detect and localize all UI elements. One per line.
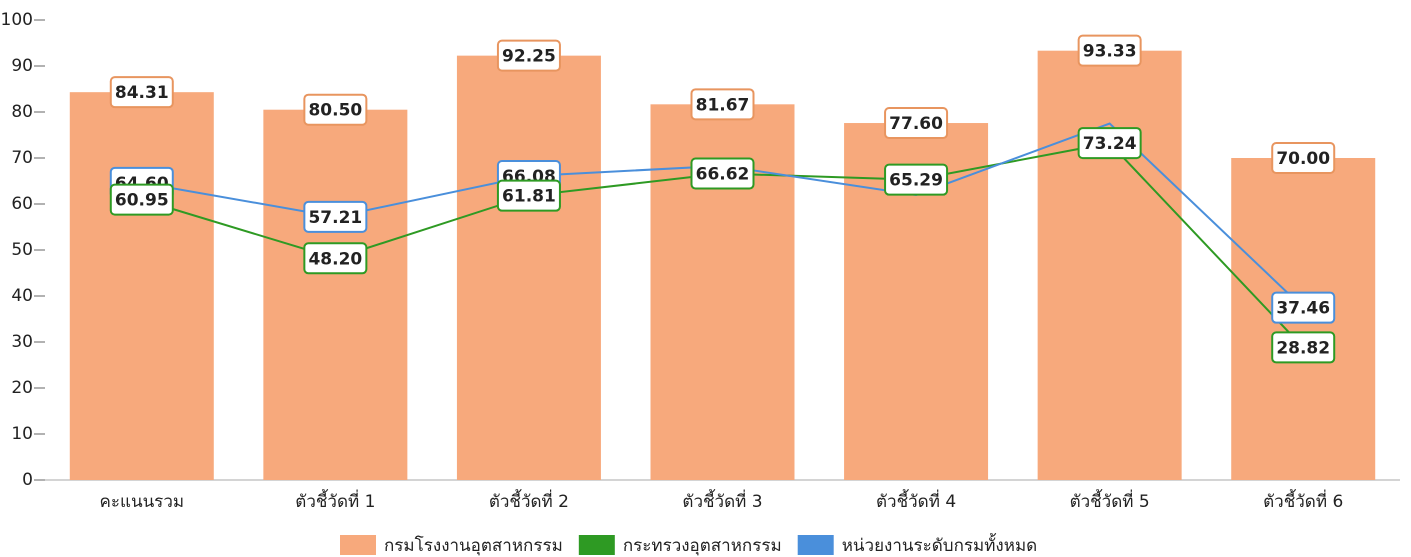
label-box — [303, 93, 368, 126]
bar — [263, 109, 408, 480]
bar — [1037, 50, 1182, 480]
x-tick-label: ตัวชี้วัดที่ 6 — [1263, 489, 1343, 512]
label-box — [690, 88, 755, 121]
y-tick-label: 20 — [11, 378, 33, 398]
y-tick-label: 80 — [11, 102, 33, 122]
label-box — [496, 179, 561, 212]
label-box — [1271, 331, 1336, 364]
value-label: 92.25 — [502, 47, 556, 67]
value-label: 77.60 — [889, 114, 943, 134]
x-tick-label: ตัวชี้วัดที่ 3 — [682, 489, 762, 512]
legend-label: กระทรวงอุตสาหกรรม — [623, 536, 782, 556]
value-label: 28.82 — [1276, 338, 1330, 358]
value-label: 80.50 — [308, 101, 362, 121]
y-tick-label: 40 — [11, 286, 33, 306]
value-label: 57.21 — [308, 208, 362, 228]
label-box — [884, 163, 949, 196]
y-tick-label: 10 — [11, 424, 33, 444]
label-box — [303, 242, 368, 275]
y-tick-label: 100 — [1, 10, 33, 30]
bar — [456, 55, 601, 481]
y-tick-label: 60 — [11, 194, 33, 214]
legend-swatch — [340, 535, 376, 555]
label-box — [496, 39, 561, 72]
value-label: 93.33 — [1083, 42, 1137, 62]
y-tick-label: 50 — [11, 240, 33, 260]
value-label: 60.95 — [115, 191, 169, 211]
x-tick-label: คะแนนรวม — [99, 492, 184, 512]
value-label: 65.29 — [889, 171, 943, 191]
legend-label: กรมโรงงานอุตสาหกรรม — [384, 535, 563, 556]
y-tick-label: 90 — [11, 56, 33, 76]
x-tick-label: ตัวชี้วัดที่ 1 — [295, 489, 375, 512]
y-tick-label: 70 — [11, 148, 33, 168]
label-box — [884, 107, 949, 140]
y-tick-label: 30 — [11, 332, 33, 352]
label-box — [303, 200, 368, 233]
value-label: 48.20 — [308, 249, 362, 269]
label-box — [1271, 142, 1336, 174]
x-tick-label: ตัวชี้วัดที่ 2 — [489, 489, 569, 512]
x-tick-label: ตัวชี้วัดที่ 4 — [876, 489, 956, 512]
y-tick-label: 0 — [22, 470, 33, 490]
label-box — [109, 183, 174, 216]
value-label: 70.00 — [1276, 149, 1330, 169]
x-tick-label: ตัวชี้วัดที่ 5 — [1070, 489, 1150, 512]
value-label: 73.24 — [1083, 134, 1137, 154]
bar — [69, 92, 214, 480]
value-label: 66.62 — [696, 165, 750, 185]
legend-swatch — [797, 535, 834, 555]
legend-swatch — [578, 535, 615, 555]
value-label: 81.67 — [696, 95, 750, 115]
label-box — [1077, 127, 1142, 160]
label-box — [109, 76, 174, 109]
label-box — [1271, 291, 1336, 324]
legend-label: หน่วยงานระดับกรมทั้งหมด — [842, 533, 1037, 556]
value-label: 61.81 — [502, 187, 556, 207]
value-label: 37.46 — [1276, 299, 1330, 319]
label-box — [1077, 34, 1142, 67]
label-box — [690, 157, 755, 190]
value-label: 84.31 — [115, 83, 169, 103]
